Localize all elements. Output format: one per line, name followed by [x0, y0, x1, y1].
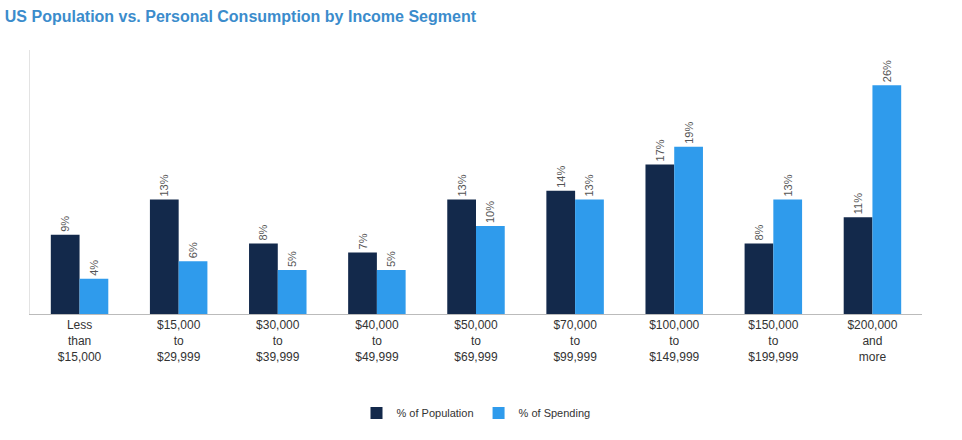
- svg-text:8%: 8%: [257, 224, 269, 240]
- svg-text:26%: 26%: [881, 60, 893, 82]
- svg-text:% of Spending: % of Spending: [519, 407, 591, 419]
- svg-text:5%: 5%: [385, 251, 397, 267]
- svg-text:$15,000to$29,999: $15,000to$29,999: [157, 318, 201, 363]
- svg-text:Lessthan$15,000: Lessthan$15,000: [58, 318, 102, 363]
- svg-text:8%: 8%: [753, 224, 765, 240]
- svg-text:$150,000to$199,999: $150,000to$199,999: [748, 318, 798, 363]
- svg-text:$50,000to$69,999: $50,000to$69,999: [454, 318, 498, 363]
- svg-text:$100,000to$149,999: $100,000to$149,999: [649, 318, 699, 363]
- svg-text:13%: 13%: [456, 174, 468, 196]
- svg-text:14%: 14%: [555, 166, 567, 188]
- svg-text:19%: 19%: [683, 122, 695, 144]
- svg-text:9%: 9%: [59, 216, 71, 232]
- svg-text:$30,000to$39,999: $30,000to$39,999: [256, 318, 300, 363]
- svg-text:11%: 11%: [852, 193, 864, 214]
- svg-text:13%: 13%: [158, 174, 170, 196]
- svg-text:US Population vs. Personal Con: US Population vs. Personal Consumption b…: [5, 8, 477, 25]
- svg-text:10%: 10%: [484, 201, 496, 223]
- svg-text:$200,000andmore: $200,000andmore: [847, 318, 897, 363]
- svg-text:13%: 13%: [583, 174, 595, 196]
- svg-text:5%: 5%: [286, 251, 298, 267]
- svg-text:$40,000to$49,999: $40,000to$49,999: [355, 318, 399, 363]
- svg-text:$70,000to$99,999: $70,000to$99,999: [553, 318, 597, 363]
- svg-text:4%: 4%: [88, 260, 100, 276]
- svg-text:6%: 6%: [187, 242, 199, 258]
- svg-text:17%: 17%: [654, 139, 666, 161]
- svg-text:% of Population: % of Population: [397, 407, 474, 419]
- svg-text:7%: 7%: [357, 233, 369, 249]
- svg-text:13%: 13%: [782, 174, 794, 196]
